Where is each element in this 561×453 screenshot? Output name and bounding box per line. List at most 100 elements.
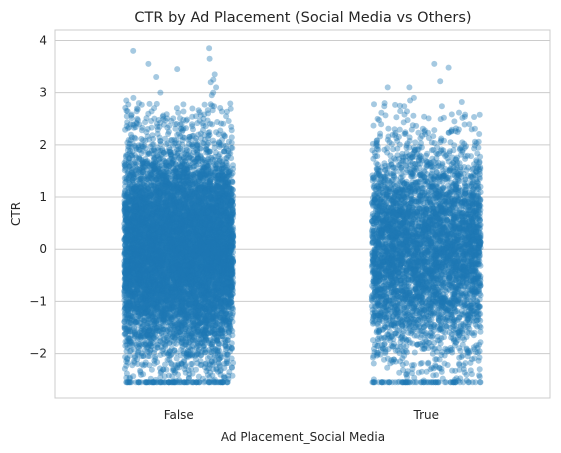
data-point	[140, 195, 147, 202]
data-point	[194, 192, 201, 199]
data-point	[201, 317, 208, 324]
data-point	[135, 253, 142, 260]
data-point	[131, 204, 138, 211]
data-point	[127, 308, 134, 315]
data-point	[152, 240, 159, 247]
data-point	[198, 302, 204, 308]
data-point	[192, 249, 199, 256]
data-point	[200, 291, 207, 298]
data-point	[179, 250, 186, 257]
data-point	[176, 278, 182, 285]
data-point	[124, 219, 131, 226]
data-point	[138, 205, 145, 212]
data-point	[127, 258, 134, 265]
data-point	[226, 319, 233, 326]
data-point	[143, 176, 150, 183]
plot-area	[55, 30, 550, 398]
data-point	[186, 235, 193, 242]
data-point	[227, 197, 234, 203]
data-point	[146, 100, 153, 107]
data-point	[211, 257, 218, 263]
data-point	[149, 167, 155, 173]
data-point	[228, 345, 235, 352]
data-point	[228, 355, 235, 362]
data-point	[150, 166, 157, 173]
data-point	[173, 269, 180, 276]
data-point	[144, 174, 150, 181]
data-point	[123, 205, 130, 212]
data-point	[172, 208, 179, 215]
data-point	[174, 265, 181, 272]
data-point	[183, 174, 190, 181]
data-point	[166, 212, 172, 219]
data-point	[216, 151, 223, 158]
data-point	[156, 258, 163, 264]
data-point	[218, 169, 225, 176]
data-point	[167, 306, 173, 313]
data-point	[145, 175, 152, 182]
data-point	[129, 202, 136, 209]
data-point	[143, 279, 150, 286]
data-point	[208, 246, 215, 253]
data-point	[228, 123, 235, 130]
data-point	[152, 286, 159, 292]
data-point	[154, 223, 161, 230]
data-point	[139, 245, 146, 252]
data-point	[155, 221, 162, 227]
data-point	[186, 215, 193, 222]
data-point	[195, 194, 202, 201]
data-point	[211, 269, 218, 276]
data-point	[127, 234, 134, 241]
data-point	[139, 323, 146, 330]
data-point	[195, 252, 202, 259]
data-point	[214, 212, 220, 219]
data-point	[154, 184, 161, 191]
data-point	[211, 261, 218, 268]
data-point	[189, 299, 196, 306]
data-point	[126, 270, 133, 277]
data-point	[224, 244, 231, 251]
data-point	[228, 134, 235, 141]
data-point	[122, 270, 129, 277]
data-point	[194, 301, 201, 308]
data-point	[201, 305, 208, 312]
data-point	[123, 341, 130, 348]
data-point	[176, 265, 183, 271]
data-point	[134, 220, 141, 227]
data-point	[135, 253, 142, 260]
data-point	[128, 280, 135, 286]
data-point	[158, 224, 165, 231]
data-point	[215, 276, 222, 283]
data-point	[133, 194, 139, 201]
data-point	[177, 309, 184, 316]
data-point	[213, 241, 219, 248]
data-point	[164, 287, 171, 294]
data-point	[134, 356, 141, 363]
data-point	[225, 298, 232, 304]
data-point	[225, 192, 232, 199]
data-point	[194, 241, 201, 248]
data-point	[204, 355, 211, 362]
data-point	[201, 157, 208, 164]
data-point	[201, 331, 208, 338]
data-point	[140, 220, 147, 227]
data-point	[198, 247, 204, 254]
data-point	[135, 333, 142, 340]
data-point	[173, 251, 180, 258]
data-point	[183, 330, 190, 337]
data-point	[192, 318, 198, 324]
data-point	[176, 210, 183, 217]
data-point	[206, 240, 213, 247]
data-point	[152, 263, 159, 270]
data-point	[185, 209, 192, 215]
data-point	[180, 116, 187, 123]
data-point	[186, 221, 193, 228]
data-point	[168, 273, 175, 280]
data-point	[186, 352, 193, 359]
data-point	[204, 284, 211, 291]
data-point	[186, 261, 193, 268]
data-point	[153, 202, 160, 209]
data-point	[214, 243, 221, 250]
data-point	[152, 249, 159, 256]
data-point	[217, 253, 223, 260]
